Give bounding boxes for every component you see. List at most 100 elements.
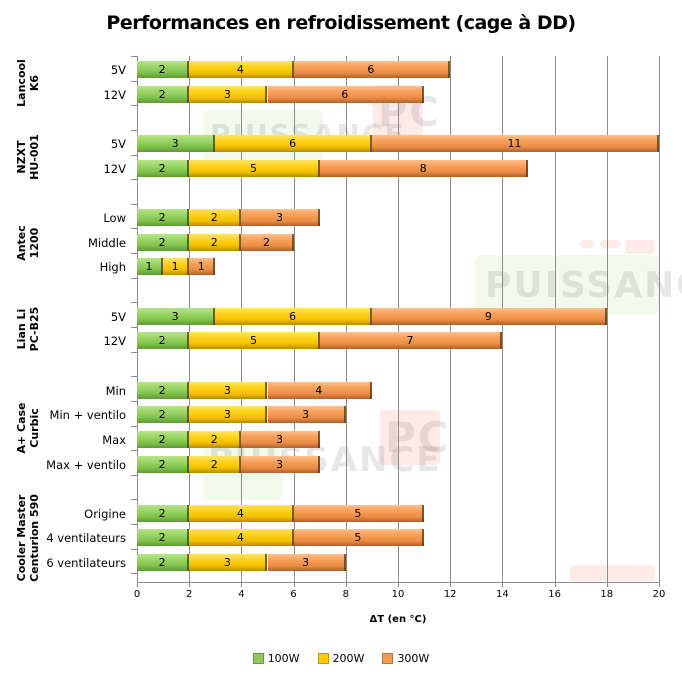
bar-segment-200W[interactable]: 4 — [189, 504, 294, 522]
x-tick — [606, 582, 608, 587]
bar-segment-100W[interactable]: 2 — [137, 455, 190, 473]
bar-segment-300W[interactable]: 5 — [293, 529, 425, 547]
watermark-bg — [580, 240, 594, 248]
bar-segment-200W[interactable]: 5 — [189, 332, 320, 350]
group-label: A+ Case Curbic — [15, 368, 41, 488]
x-tick — [554, 582, 556, 587]
y-tick — [131, 425, 137, 427]
bar-segment-300W[interactable]: 11 — [371, 135, 659, 153]
bar-segment-100W[interactable]: 2 — [137, 406, 190, 424]
x-tick-label: 4 — [238, 589, 245, 600]
bar-segment-300W[interactable]: 4 — [267, 381, 372, 399]
bar-segment-100W[interactable]: 2 — [137, 209, 190, 227]
bar-segment-200W[interactable]: 4 — [189, 529, 294, 547]
bar-segment-200W[interactable]: 3 — [189, 554, 268, 572]
bar-segment-200W[interactable]: 2 — [189, 209, 242, 227]
bar-segment-300W[interactable]: 8 — [319, 159, 529, 177]
watermark-bg — [475, 255, 660, 315]
row-label: Origine — [84, 506, 126, 521]
bar-segment-100W[interactable]: 1 — [137, 258, 164, 276]
bar-segment-300W[interactable]: 6 — [267, 85, 425, 103]
x-tick-label: 16 — [548, 589, 561, 600]
bar-segment-100W[interactable]: 2 — [137, 159, 190, 177]
y-tick — [131, 277, 137, 279]
row-label: 4 ventilateurs — [46, 531, 126, 546]
row-label: 5V — [110, 63, 126, 78]
row-label: 12V — [103, 334, 126, 349]
bar-segment-100W[interactable]: 3 — [137, 307, 216, 325]
x-tick-label: 2 — [186, 589, 193, 600]
row-label: 5V — [110, 137, 126, 152]
bar-segment-300W[interactable]: 3 — [241, 209, 320, 227]
bar-segment-300W[interactable]: 1 — [189, 258, 216, 276]
bar-segment-100W[interactable]: 2 — [137, 529, 190, 547]
bar-segment-300W[interactable]: 5 — [293, 504, 425, 522]
bar-segment-200W[interactable]: 4 — [189, 61, 294, 79]
y-tick — [131, 56, 137, 57]
bar-segment-300W[interactable]: 3 — [267, 554, 346, 572]
bar-segment-200W[interactable]: 6 — [215, 135, 372, 153]
bar-segment-300W[interactable]: 2 — [241, 233, 294, 251]
y-tick — [131, 302, 137, 304]
bar-segment-100W[interactable]: 2 — [137, 233, 190, 251]
bar-segment-200W[interactable]: 5 — [189, 159, 320, 177]
bar-segment-300W[interactable]: 3 — [267, 406, 346, 424]
bar-segment-100W[interactable]: 2 — [137, 381, 190, 399]
bar-segment-100W[interactable]: 2 — [137, 61, 190, 79]
row-label: 12V — [103, 161, 126, 176]
bar-segment-300W[interactable]: 7 — [319, 332, 503, 350]
legend-label: 200W — [332, 652, 365, 665]
bar-segment-300W[interactable]: 3 — [241, 430, 320, 448]
bar-segment-200W[interactable]: 3 — [189, 85, 268, 103]
bar-segment-100W[interactable]: 2 — [137, 554, 190, 572]
x-tick — [450, 582, 452, 587]
bar-segment-100W[interactable]: 2 — [137, 504, 190, 522]
legend-label: 300W — [397, 652, 430, 665]
legend-label: 100W — [267, 652, 300, 665]
bar-segment-200W[interactable]: 3 — [189, 406, 268, 424]
bar-segment-100W[interactable]: 3 — [137, 135, 216, 153]
bar-segment-100W[interactable]: 2 — [137, 430, 190, 448]
gridline — [606, 56, 608, 582]
bar-segment-200W[interactable]: 2 — [189, 430, 242, 448]
watermark-bg — [625, 240, 655, 254]
y-tick — [131, 179, 137, 181]
bar-segment-100W[interactable]: 2 — [137, 85, 190, 103]
row-label: 6 ventilateurs — [46, 556, 126, 571]
x-tick-label: 14 — [496, 589, 509, 600]
bar-segment-200W[interactable]: 6 — [215, 307, 372, 325]
legend-swatch-icon — [252, 653, 264, 664]
x-tick-label: 20 — [652, 589, 666, 600]
row-label: Middle — [88, 235, 126, 250]
y-tick — [131, 524, 137, 526]
x-tick — [189, 582, 191, 587]
bar-segment-200W[interactable]: 2 — [189, 455, 242, 473]
row-label: 5V — [110, 309, 126, 324]
y-tick — [131, 228, 137, 230]
legend: 100W 200W 300W — [0, 652, 682, 665]
bar-segment-100W[interactable]: 2 — [137, 332, 190, 350]
y-tick — [131, 253, 137, 255]
gridline — [659, 56, 660, 582]
y-tick — [131, 327, 137, 328]
legend-item-300W[interactable]: 300W — [382, 652, 429, 665]
legend-item-100W[interactable]: 100W — [252, 652, 300, 665]
x-tick-label: 10 — [391, 589, 405, 600]
bar-segment-300W[interactable]: 9 — [371, 307, 607, 325]
bar-segment-200W[interactable]: 1 — [163, 258, 190, 276]
watermark-bg — [600, 240, 620, 248]
watermark-bg — [570, 565, 655, 581]
x-tick — [241, 582, 243, 587]
bar-segment-300W[interactable]: 6 — [293, 61, 451, 79]
x-tick — [137, 582, 138, 587]
bar-segment-200W[interactable]: 2 — [189, 233, 242, 251]
group-label-line: A+ Case — [15, 402, 28, 454]
bar-segment-300W[interactable]: 3 — [241, 455, 320, 473]
legend-item-200W[interactable]: 200W — [317, 652, 365, 665]
x-tick — [659, 582, 660, 587]
y-tick — [131, 499, 137, 501]
bar-segment-200W[interactable]: 3 — [189, 381, 268, 399]
x-tick — [398, 582, 399, 587]
group-label-line: Curbic — [28, 407, 41, 448]
row-label: High — [99, 260, 126, 275]
